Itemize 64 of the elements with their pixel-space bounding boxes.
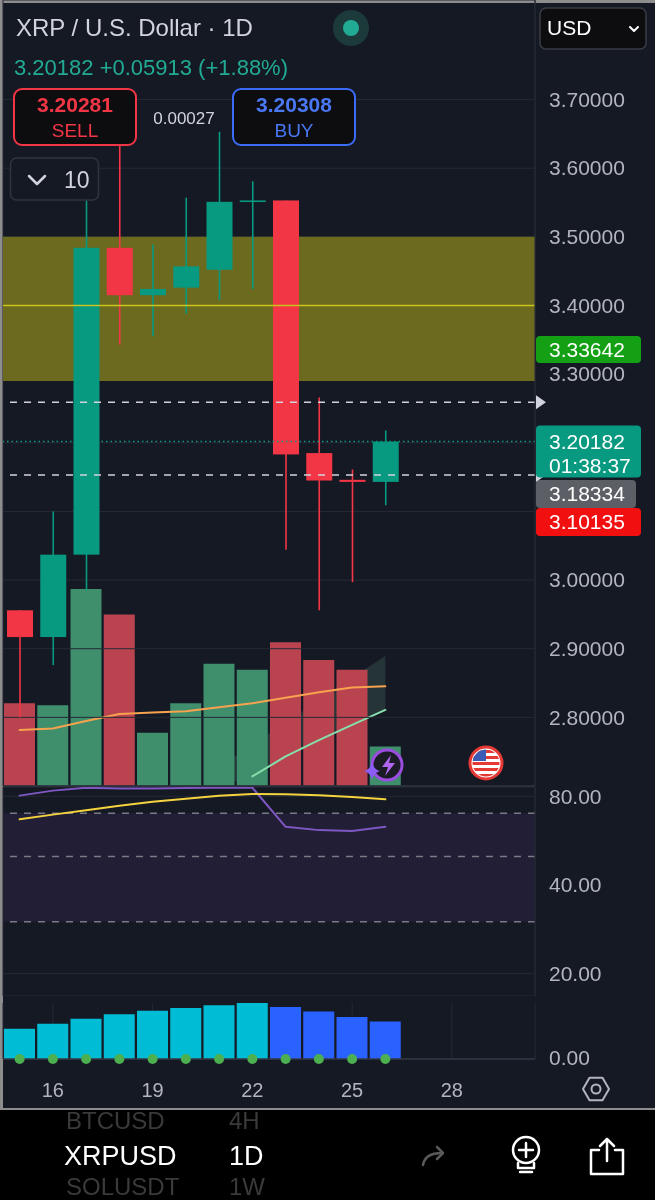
bar: [4, 703, 35, 786]
bar: [336, 1017, 368, 1059]
bar: [203, 1005, 235, 1059]
text: 3.20182 +0.05913 (+1.88%): [14, 54, 289, 80]
y-tick-label: 40.00: [549, 873, 602, 897]
bar: [70, 1018, 102, 1059]
annotation: 3.20281: [37, 93, 114, 117]
y-tick-label: 2.90000: [549, 636, 625, 660]
annotation: 0.00027: [153, 108, 215, 128]
text: 1D: [229, 1141, 264, 1172]
annotation: BUY: [274, 119, 314, 141]
y-tick-label: 3.50000: [549, 225, 625, 249]
bar: [203, 663, 235, 786]
bar: [236, 1003, 268, 1059]
bar: [37, 1023, 69, 1059]
bar: [170, 1008, 202, 1059]
y-tick-label: 3.70000: [549, 87, 625, 111]
bar: [303, 1011, 335, 1059]
y-tick-label: 80.00: [549, 784, 602, 808]
bar: [270, 1006, 301, 1059]
bar: [336, 669, 368, 786]
candlestick: [239, 180, 266, 290]
text: 3.10135: [549, 510, 625, 534]
x-tick-label: 25: [341, 1078, 364, 1101]
annotation: 3.20308: [256, 93, 333, 117]
bar: [236, 669, 268, 786]
text: 4H: [229, 1107, 260, 1135]
bar: [37, 705, 69, 786]
y-tick-label: 3.00000: [549, 568, 625, 592]
bar: [70, 589, 102, 786]
x-tick-label: 28: [440, 1078, 463, 1101]
text: XRPUSD: [64, 1141, 177, 1172]
candlestick: [140, 243, 166, 338]
y-tick-label: 3.60000: [549, 156, 625, 180]
text: 3.18334: [549, 482, 626, 506]
y-tick-label: 2.80000: [549, 705, 625, 729]
y-tick-label: 3.40000: [549, 293, 625, 317]
annotation: SELL: [51, 119, 99, 141]
text: SOLUSDT: [66, 1173, 180, 1200]
line-series: [18, 787, 387, 832]
bar: [137, 1010, 168, 1059]
bar: [303, 659, 335, 786]
candlestick: [339, 468, 366, 583]
text: USD: [547, 16, 592, 40]
bar: [103, 1014, 135, 1059]
x-tick-label: 16: [41, 1078, 64, 1101]
line-series: [18, 793, 387, 821]
y-tick-label: 3.30000: [549, 362, 625, 386]
ref-line-label: 3.20182 01:38:37: [549, 429, 631, 477]
bar: [4, 1028, 35, 1059]
bar: [270, 642, 301, 786]
text: 1W: [229, 1173, 266, 1200]
bar: [103, 614, 135, 786]
bar: [137, 732, 168, 786]
text: 0.00: [549, 1046, 590, 1070]
text: 3.33642: [549, 337, 625, 361]
x-tick-label: 22: [241, 1078, 264, 1101]
text: BTCUSD: [66, 1107, 165, 1135]
x-tick-label: 19: [141, 1078, 164, 1101]
bar: [170, 703, 202, 786]
bar: [369, 1021, 401, 1059]
text: XRP / U.S. Dollar · 1D: [16, 14, 253, 42]
annotation: 10: [64, 166, 90, 193]
y-tick-label: 20.00: [549, 961, 602, 985]
